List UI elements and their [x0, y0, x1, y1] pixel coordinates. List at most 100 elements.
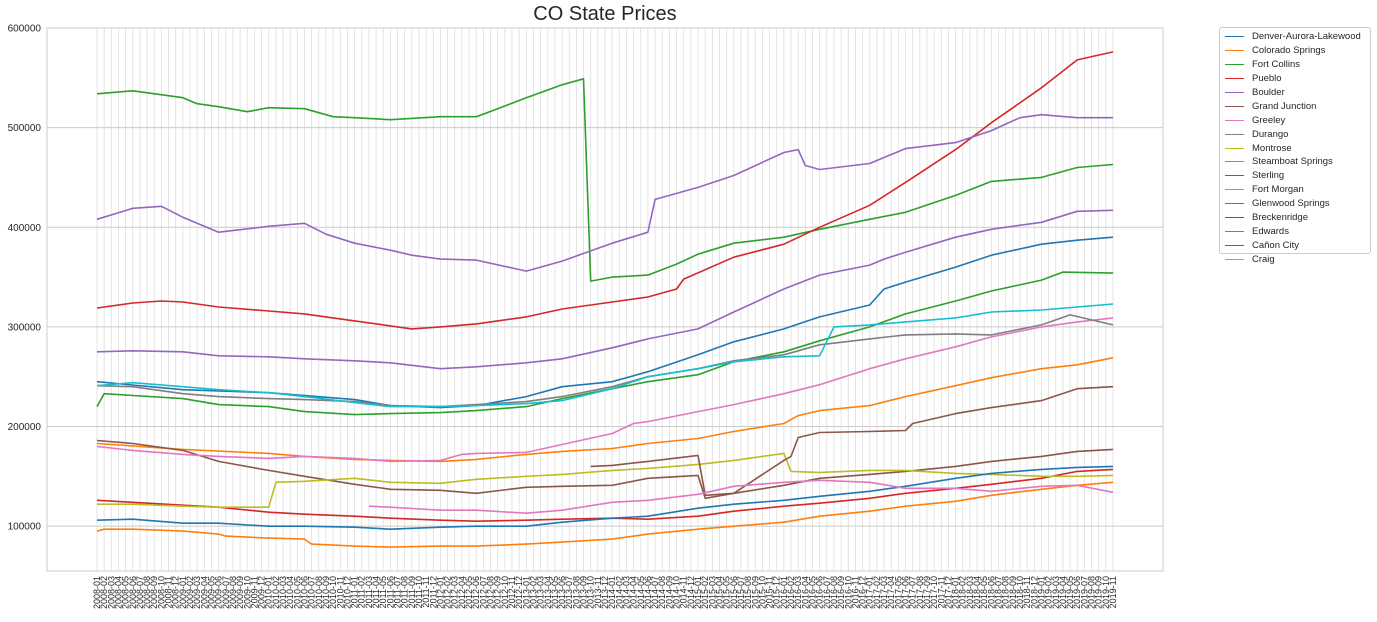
x-tick-label: 2018-07: [994, 576, 1004, 609]
x-tick-label: 2009-04: [199, 576, 209, 609]
x-tick-label: 2018-10: [1015, 576, 1025, 609]
x-tick-label: 2018-01: [951, 576, 961, 609]
y-tick-label: 100000: [8, 522, 42, 533]
x-tick-label: 2010-11: [335, 576, 345, 608]
legend-swatch: [1225, 119, 1244, 121]
series-line-12: [96, 481, 1114, 548]
x-tick-label: 2011-03: [364, 576, 374, 608]
x-tick-label: 2012-11: [507, 576, 517, 608]
x-tick-label: 2010-02: [271, 576, 281, 609]
x-tick-label: 2011-04: [371, 576, 381, 608]
x-tick-label: 2014-05: [636, 576, 646, 609]
x-tick-label: 2013-03: [536, 576, 546, 609]
legend-label: Glenwood Springs: [1252, 198, 1330, 210]
x-tick-label: 2010-07: [307, 576, 317, 609]
x-tick-label: 2015-06: [729, 576, 739, 609]
x-tick-label: 2013-07: [564, 576, 574, 609]
x-tick-label: 2012-07: [478, 576, 488, 609]
x-tick-label: 2019-06: [1072, 576, 1082, 609]
legend-label: Durango: [1252, 128, 1289, 140]
x-tick-label: 2018-12: [1029, 576, 1039, 609]
legend-swatch: [1225, 92, 1244, 93]
legend-swatch: [1225, 217, 1244, 219]
x-tick-label: 2011-06: [385, 576, 395, 608]
x-tick-label: 2008-06: [128, 576, 138, 609]
x-tick-label: 2018-11: [1022, 576, 1032, 608]
legend-swatch: [1225, 78, 1244, 80]
x-tick-label: 2018-06: [986, 576, 996, 609]
x-tick-label: 2010-08: [314, 576, 324, 609]
legend-label: Greeley: [1252, 114, 1286, 126]
x-tick-label: 2016-02: [786, 576, 796, 609]
legend-item: Boulder: [1225, 86, 1370, 100]
x-tick-label: 2009-08: [228, 576, 238, 609]
x-tick-label: 2008-07: [135, 576, 145, 609]
legend-label: Denver-Aurora-Lakewood: [1252, 31, 1361, 43]
legend-item: Fort Collins: [1225, 58, 1370, 72]
x-tick-label: 2016-12: [858, 576, 868, 609]
legend-label: Steamboat Springs: [1252, 156, 1333, 168]
x-tick-label: 2010-03: [278, 576, 288, 609]
x-tick-label: 2008-01: [92, 576, 102, 609]
x-tick-label: 2011-01: [350, 576, 360, 608]
x-tick-label: 2016-07: [822, 576, 832, 609]
legend-swatch: [1225, 133, 1244, 135]
legend-swatch: [1225, 244, 1244, 246]
x-tick-label: 2008-03: [106, 576, 116, 609]
x-tick-label: 2013-05: [550, 576, 560, 609]
legend-swatch: [1225, 161, 1244, 163]
x-tick-label: 2019-05: [1065, 576, 1075, 609]
x-tick-label: 2010-06: [299, 576, 309, 609]
x-tick-label: 2009-03: [192, 576, 202, 609]
x-tick-label: 2011-11: [421, 576, 431, 608]
legend-label: Montrose: [1252, 142, 1292, 154]
x-tick-label: 2012-08: [486, 576, 496, 609]
x-tick-label: 2017-10: [929, 576, 939, 609]
x-tick-label: 2016-08: [829, 576, 839, 609]
legend-item: Durango: [1225, 127, 1370, 141]
legend-item: Edwards: [1225, 224, 1370, 238]
x-tick-label: 2015-12: [772, 576, 782, 609]
x-tick-label: 2013-09: [579, 576, 589, 609]
x-tick-label: 2012-04: [457, 576, 467, 609]
x-tick-label: 2015-03: [707, 576, 717, 609]
legend-item: Grand Junction: [1225, 99, 1370, 113]
series-line-8: [96, 314, 1114, 408]
x-tick-label: 2016-09: [836, 576, 846, 609]
x-tick-label: 2016-05: [807, 576, 817, 609]
x-tick-label: 2009-05: [206, 576, 216, 609]
x-tick-label: 2018-03: [965, 576, 975, 609]
x-tick-label: 2015-11: [765, 576, 775, 608]
x-tick-label: 2011-12: [428, 576, 438, 608]
series-line-2: [96, 357, 1114, 463]
x-tick-label: 2017-01: [865, 576, 875, 609]
legend-item: Cañon City: [1225, 238, 1370, 252]
legend-item: Sterling: [1225, 169, 1370, 183]
x-tick-label: 2018-08: [1001, 576, 1011, 609]
x-tick-label: 2018-05: [979, 576, 989, 609]
legend-swatch: [1225, 147, 1244, 149]
x-tick-label: 2008-09: [149, 576, 159, 609]
legend-swatch: [1225, 50, 1244, 52]
x-tick-label: 2011-09: [407, 576, 417, 608]
x-tick-label: 2015-07: [736, 576, 746, 609]
series-line-6: [96, 439, 1114, 500]
x-tick-label: 2012-10: [500, 576, 510, 609]
x-tick-label: 2011-05: [378, 576, 388, 608]
x-tick-label: 2015-10: [757, 576, 767, 609]
legend-swatch: [1225, 203, 1244, 205]
x-tick-label: 2014-12: [686, 576, 696, 609]
x-tick-label: 2015-05: [722, 576, 732, 609]
legend-label: Cañon City: [1252, 239, 1299, 251]
x-tick-label: 2010-09: [321, 576, 331, 609]
legend: Denver-Aurora-Lakewood Colorado Springs Fo…: [1219, 27, 1371, 265]
y-tick-label: 200000: [8, 422, 42, 433]
legend-label: Fort Morgan: [1252, 184, 1304, 196]
x-tick-label: 2015-09: [750, 576, 760, 609]
x-tick-label: 2013-02: [528, 576, 538, 609]
x-tick-label: 2010-05: [292, 576, 302, 609]
legend-item: Steamboat Springs: [1225, 155, 1370, 169]
x-tick-label: 2014-03: [621, 576, 631, 609]
y-tick-label: 400000: [8, 223, 42, 234]
series-line-17: [368, 479, 1114, 514]
